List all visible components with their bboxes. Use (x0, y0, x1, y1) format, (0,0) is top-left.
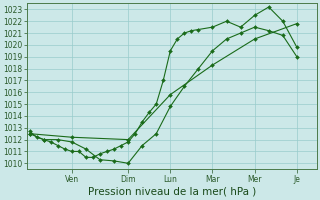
X-axis label: Pression niveau de la mer( hPa ): Pression niveau de la mer( hPa ) (88, 187, 256, 197)
